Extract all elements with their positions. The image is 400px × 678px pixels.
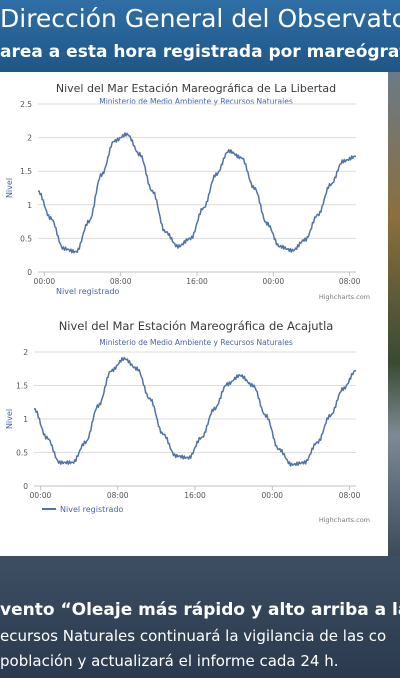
chart-panel: Nivel del Mar Estación Mareográfica de L… — [0, 72, 388, 556]
x-tick-label: 16:00 — [186, 277, 208, 286]
side-photo-strip — [388, 72, 400, 556]
series-line — [37, 132, 357, 254]
chart-credit: Highcharts.com — [319, 516, 370, 524]
y-tick-label: 0.5 — [16, 449, 28, 458]
x-tick-label: 08:00 — [107, 491, 129, 500]
x-tick-label: 00:00 — [263, 277, 285, 286]
series-line — [33, 356, 357, 467]
y-tick-label: 2 — [23, 348, 28, 357]
x-tick-label: 08:00 — [110, 277, 132, 286]
y-tick-label: 0.5 — [20, 234, 32, 243]
footer-line-1: vento “Oleaje más rápido y alto arriba a… — [0, 600, 400, 620]
page-subtitle: area a esta hora registrada por mareógra… — [0, 42, 400, 62]
footer-line-2: ecursos Naturales continuará la vigilanc… — [0, 627, 387, 645]
chart-subtitle: Ministerio de Medio Ambiente y Recursos … — [99, 338, 293, 347]
y-tick-label: 1 — [23, 415, 28, 424]
x-tick-label: 00:00 — [34, 277, 56, 286]
chart-subtitle: Ministerio de Medio Ambiente y Recursos … — [99, 97, 293, 106]
x-tick-label: 08:00 — [339, 277, 361, 286]
y-tick-label: 0 — [23, 482, 28, 491]
y-tick-label: 1 — [27, 201, 32, 210]
x-tick-label: 00:00 — [30, 491, 52, 500]
y-tick-label: 2 — [27, 134, 32, 143]
y-tick-label: 1.5 — [16, 382, 28, 391]
legend-label: Nivel registrado — [56, 287, 120, 296]
y-tick-label: 2.5 — [20, 100, 32, 109]
chart-title: Nivel del Mar Estación Mareográfica de A… — [59, 319, 334, 333]
chart-title: Nivel del Mar Estación Mareográfica de L… — [56, 82, 336, 95]
x-tick-label: 00:00 — [261, 491, 283, 500]
legend-label: Nivel registrado — [60, 505, 124, 514]
page-title: Dirección General del Observatorio — [0, 4, 400, 33]
x-tick-label: 16:00 — [184, 491, 206, 500]
y-tick-label: 0 — [27, 268, 32, 277]
chart-acajutla: Nivel del Mar Estación Mareográfica de A… — [5, 319, 370, 524]
footer-line-3: población y actualizará el informe cada … — [0, 652, 339, 670]
chart-la-libertad: Nivel del Mar Estación Mareográfica de L… — [5, 82, 370, 301]
header-band — [0, 0, 400, 72]
x-tick-label: 08:00 — [339, 491, 361, 500]
y-axis-label: Nivel — [5, 178, 14, 198]
footer-band — [0, 556, 400, 678]
chart-credit: Highcharts.com — [319, 293, 370, 301]
y-axis-label: Nivel — [5, 409, 14, 429]
y-tick-label: 1.5 — [20, 167, 32, 176]
